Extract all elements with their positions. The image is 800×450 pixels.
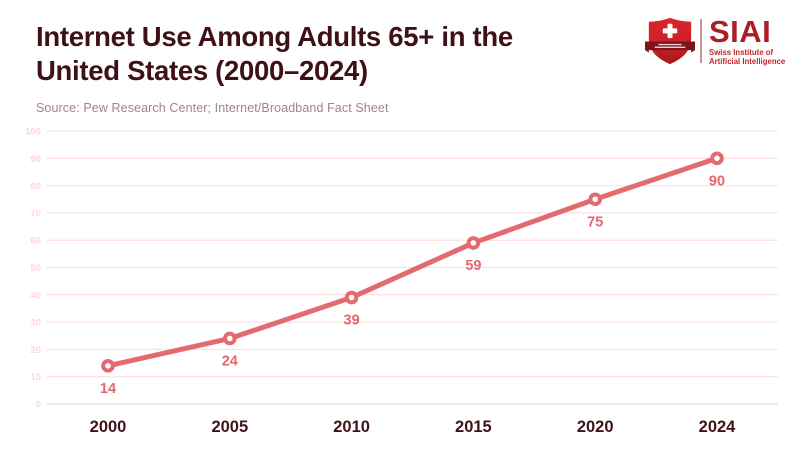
y-tick-label: 30	[30, 318, 41, 329]
logo-wordmark: SIAI	[709, 13, 772, 49]
y-tick-label: 40	[30, 290, 41, 301]
siai-logo: SIAI Swiss Institute of Artificial Intel…	[645, 16, 785, 66]
data-point-marker	[223, 331, 237, 346]
data-point-marker	[710, 151, 724, 166]
chart-header: Internet Use Among Adults 65+ in the Uni…	[36, 20, 636, 115]
x-axis-label: 2010	[333, 418, 370, 436]
y-tick-label: 60	[30, 236, 41, 247]
y-tick-label: 70	[30, 208, 41, 219]
page-title-line2: United States (2000–2024)	[36, 55, 368, 86]
data-point-label: 14	[100, 381, 116, 397]
logo-subtitle-line1: Swiss Institute of	[709, 47, 774, 57]
siai-shield-icon	[645, 17, 695, 65]
x-axis-label: 2020	[577, 418, 614, 436]
shield-shape	[648, 17, 692, 65]
logo-subtitle: Swiss Institute of Artificial Intelligen…	[709, 48, 785, 66]
y-tick-label: 10	[30, 372, 41, 383]
x-axis-label: 2024	[699, 418, 737, 436]
data-point-label: 39	[344, 313, 360, 329]
y-tick-label: 90	[30, 154, 41, 165]
y-tick-label: 80	[30, 181, 41, 192]
data-point-marker	[466, 236, 481, 250]
logo-text-block: SIAI Swiss Institute of Artificial Intel…	[709, 13, 785, 66]
data-point-label: 24	[222, 353, 238, 369]
logo-divider	[700, 19, 702, 63]
data-point-label: 90	[709, 173, 725, 189]
data-point-marker	[588, 192, 603, 207]
data-point-label: 75	[587, 214, 603, 230]
y-tick-label: 100	[25, 127, 41, 138]
data-point-marker	[101, 358, 115, 373]
source-note: Source: Pew Research Center; Internet/Br…	[36, 101, 389, 115]
x-axis-label: 2005	[211, 418, 248, 436]
y-tick-label: 50	[30, 263, 41, 274]
swiss-cross-icon	[662, 23, 678, 39]
y-tick-label: 0	[36, 400, 41, 411]
series-line	[105, 155, 720, 369]
y-tick-label: 20	[30, 345, 41, 356]
data-point-marker	[344, 290, 359, 305]
shield-banner	[645, 41, 695, 53]
x-axis-label: 2000	[90, 418, 127, 436]
x-axis-label: 2015	[455, 418, 492, 436]
page-title-line1: Internet Use Among Adults 65+ in the	[36, 21, 513, 52]
logo-subtitle-line2: Artificial Intelligence	[709, 56, 786, 66]
data-point-label: 59	[465, 258, 481, 274]
